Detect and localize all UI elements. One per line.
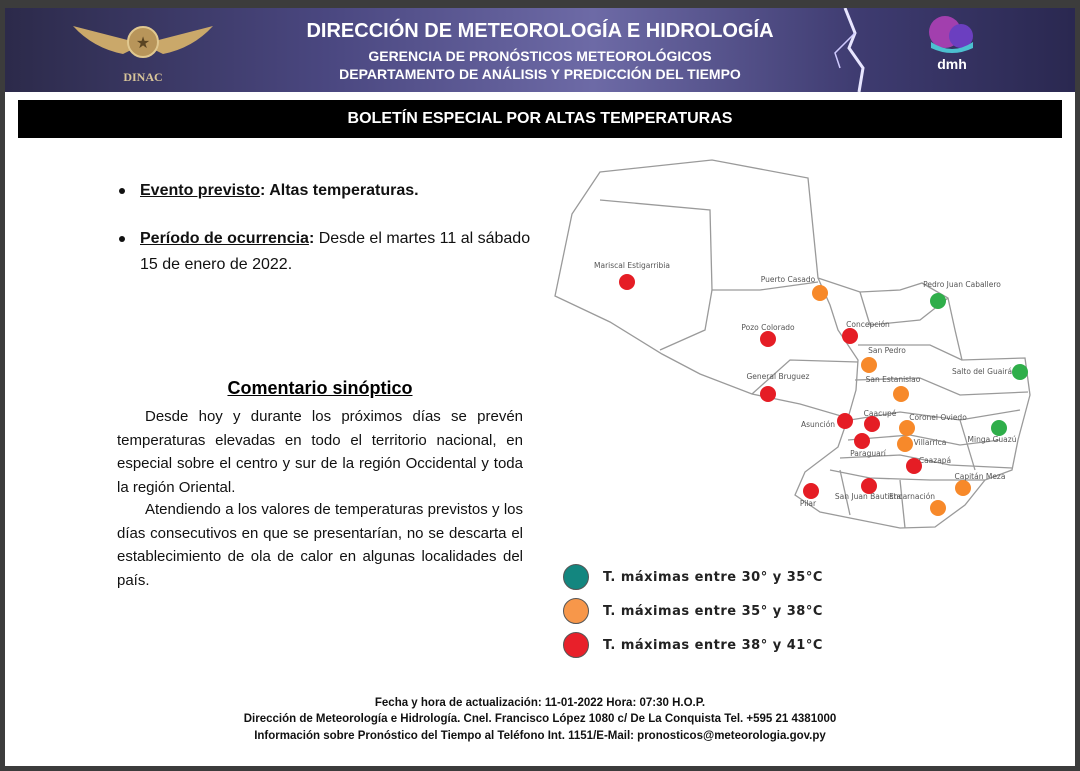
dinac-logo: ★ DINAC xyxy=(63,18,223,86)
footer-address: Dirección de Meteorología e Hidrología. … xyxy=(243,713,837,725)
synoptic-paragraph: Atendiendo a los valores de temperaturas… xyxy=(117,501,523,589)
dmh-logo: dmh xyxy=(917,12,987,88)
city-label: Villarrica xyxy=(914,438,947,447)
synoptic-paragraph: Desde hoy y durante los próximos días se… xyxy=(117,408,523,496)
paraguay-river xyxy=(817,277,859,419)
map-legend: T. máximas entre 30° y 35°C T. máximas e… xyxy=(563,560,823,662)
city-label: Minga Guazú xyxy=(968,435,1017,444)
synoptic-heading: Comentario sinóptico xyxy=(227,378,413,398)
city-label: Pedro Juan Caballero xyxy=(923,280,1001,289)
city-marker xyxy=(861,357,877,373)
legend-swatch xyxy=(563,564,589,590)
legend-swatch xyxy=(563,598,589,624)
city-marker xyxy=(812,285,828,301)
city-label: Caazapá xyxy=(919,456,951,465)
city-label: Paraguarí xyxy=(850,449,887,458)
city-marker xyxy=(930,500,946,516)
city-label: San Estanislao xyxy=(866,375,921,384)
subtitle-2: DEPARTAMENTO DE ANÁLISIS Y PREDICCIÓN DE… xyxy=(339,66,741,82)
dmh-cloud-icon xyxy=(929,16,973,53)
city-label: Asunción xyxy=(801,420,835,429)
city-marker xyxy=(893,386,909,402)
city-marker xyxy=(864,416,880,432)
legend-item: T. máximas entre 35° y 38°C xyxy=(563,594,823,628)
city-marker xyxy=(955,480,971,496)
city-marker xyxy=(906,458,922,474)
city-marker xyxy=(760,386,776,402)
city-marker xyxy=(897,436,913,452)
bullet-period: Período de ocurrencia: Desde el martes 1… xyxy=(117,226,537,278)
city-label: Pilar xyxy=(800,499,817,508)
paraguay-temperature-map: Mariscal Estigarribia Puerto Casado Pedro … xyxy=(554,159,1031,529)
city-marker xyxy=(854,433,870,449)
bullet-event: Evento previsto: Altas temperaturas. xyxy=(117,178,537,204)
legend-item: T. máximas entre 30° y 35°C xyxy=(563,560,823,594)
legend-item: T. máximas entre 38° y 41°C xyxy=(563,628,823,662)
city-label: Caacupé xyxy=(864,409,897,418)
event-bullets: Evento previsto: Altas temperaturas. Per… xyxy=(117,178,537,300)
svg-text:★: ★ xyxy=(136,35,150,52)
country-outline xyxy=(554,159,1031,529)
city-marker xyxy=(930,293,946,309)
header-banner: ★ DINAC DIRECCIÓN DE METEOROLOGÍA E HIDR… xyxy=(5,8,1075,92)
city-marker xyxy=(861,478,877,494)
city-label: San Juan Bautista xyxy=(835,492,901,501)
city-label: Salto del Guairá xyxy=(952,367,1012,376)
bulletin-page: ★ DINAC DIRECCIÓN DE METEOROLOGÍA E HIDR… xyxy=(5,8,1075,766)
city-marker xyxy=(991,420,1007,436)
city-label: San Pedro xyxy=(868,346,906,355)
legend-swatch xyxy=(563,632,589,658)
winged-emblem-icon: ★ xyxy=(73,26,213,58)
city-marker xyxy=(1012,364,1028,380)
city-label: Concepción xyxy=(846,320,890,329)
city-marker xyxy=(619,274,635,290)
city-marker xyxy=(837,413,853,429)
city-label: Pozo Colorado xyxy=(741,323,795,332)
org-title: DIRECCIÓN DE METEOROLOGÍA E HIDROLOGÍA xyxy=(306,20,774,42)
map-borders xyxy=(554,159,1031,529)
footer-updated: Fecha y hora de actualización: 11-01-202… xyxy=(374,697,706,709)
city-marker xyxy=(899,420,915,436)
city-marker xyxy=(803,483,819,499)
footer-contact: Información sobre Pronóstico del Tiempo … xyxy=(254,730,826,742)
city-label: General Bruguez xyxy=(747,372,810,381)
city-label: Puerto Casado xyxy=(761,275,816,284)
city-label: Mariscal Estigarribia xyxy=(594,261,670,270)
city-marker xyxy=(842,328,858,344)
subtitle-1: GERENCIA DE PRONÓSTICOS METEOROLÓGICOS xyxy=(368,48,712,64)
city-label: Encarnación xyxy=(889,492,935,501)
lightning-graphic xyxy=(834,8,865,92)
bulletin-title: BOLETÍN ESPECIAL POR ALTAS TEMPERATURAS xyxy=(18,100,1062,138)
city-label: Coronel Oviedo xyxy=(909,413,967,422)
city-label: Capitán Meza xyxy=(955,472,1006,481)
city-marker xyxy=(760,331,776,347)
